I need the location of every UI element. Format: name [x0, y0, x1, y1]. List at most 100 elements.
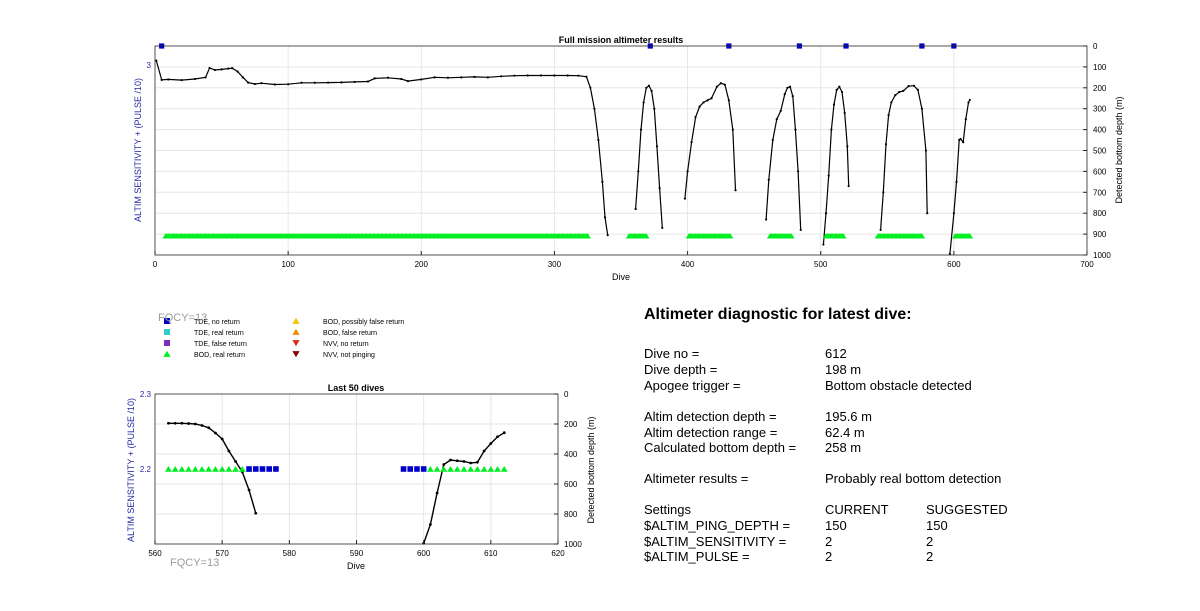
- x-tick-label: 560: [148, 549, 162, 558]
- depth-point: [180, 78, 183, 82]
- depth-point: [824, 212, 828, 215]
- depth-point: [924, 149, 927, 152]
- depth-point: [473, 75, 476, 79]
- depth-point: [220, 437, 224, 441]
- legend-label: BOD, possibly false return: [323, 319, 404, 326]
- depth-point: [247, 488, 251, 492]
- fqcy-label-bottom: FQCY=13: [170, 557, 220, 569]
- last-50-dives-chart: Last 50 dives 560 570 580 590 600 610 620 2.22…: [126, 383, 596, 571]
- bottom-chart-x-ticks: 560 570 580 590 600 610 620: [148, 540, 565, 558]
- diagnostic-suggested: 2: [926, 549, 934, 564]
- depth-point: [775, 118, 778, 121]
- depth-point: [236, 70, 239, 73]
- marker-bod-real-return: [460, 465, 468, 472]
- marker-bod-real-return: [238, 465, 246, 472]
- marker-bod-real-return: [467, 465, 475, 472]
- diagnostic-value: Bottom obstacle detected: [825, 378, 972, 393]
- diagnostic-suggested: 2: [926, 534, 934, 549]
- depth-point: [898, 90, 901, 94]
- depth-point: [715, 85, 718, 88]
- diagnostic-value: 2: [825, 549, 833, 564]
- depth-point: [482, 449, 486, 453]
- depth-point: [193, 77, 197, 81]
- bottom-chart-title: Last 50 dives: [328, 383, 385, 393]
- full-mission-chart: Full mission altimeter results 0 100 200 30…: [133, 35, 1124, 282]
- depth-point: [386, 76, 390, 79]
- depth-point: [634, 207, 637, 211]
- depth-point: [902, 89, 905, 93]
- depth-point: [846, 145, 849, 148]
- marker-bod-real-return: [225, 465, 233, 472]
- depth-point: [287, 83, 290, 86]
- depth-point: [500, 75, 503, 78]
- y-right-tick-label: 900: [1093, 230, 1107, 239]
- depth-point: [847, 184, 850, 188]
- diagnostic-row: [644, 394, 1184, 410]
- legend-marker: [164, 340, 170, 346]
- legend-label: NVV, no return: [323, 341, 369, 348]
- depth-point: [231, 67, 234, 70]
- y-right-tick-label: 200: [1093, 84, 1107, 93]
- marker-bod-real-return: [171, 465, 179, 472]
- diagnostic-row: Settings CURRENT SUGGESTED: [644, 502, 1184, 518]
- legend-marker: [292, 317, 300, 324]
- x-tick-label: 610: [484, 549, 498, 558]
- y-right-tick-label: 800: [564, 510, 578, 519]
- depth-point: [241, 76, 244, 79]
- depth-point: [727, 99, 730, 102]
- y-right-tick-label: 1000: [1093, 251, 1111, 260]
- legend-label: BOD, real return: [194, 352, 245, 359]
- diagnostic-label: Dive no =: [644, 346, 700, 361]
- depth-point: [603, 216, 607, 219]
- top-chart-ylabel-left: ALTIM SENSITIVITY + (PULSE /10): [133, 78, 143, 222]
- diagnostic-row: Altim detection range = 62.4 m: [644, 425, 1184, 441]
- marker-bod-real-return: [191, 465, 199, 472]
- depth-point: [948, 252, 951, 256]
- marker-legend: TDE, no return TDE, real return TDE, false…: [163, 317, 404, 359]
- x-tick-label: 600: [417, 549, 431, 558]
- depth-point: [719, 82, 722, 85]
- x-tick-label: 600: [947, 260, 961, 269]
- depth-line: [880, 85, 928, 230]
- top-chart-y-ticks-right: 0 100 200 300 400 500 600 700 800 900 1000: [1083, 42, 1111, 260]
- depth-point: [794, 128, 797, 131]
- bottom-chart-markers: [165, 465, 508, 472]
- diagnostic-label: Altimeter results =: [644, 471, 749, 486]
- top-chart-x-ticks: 0 100 200 300 400 500 600 700: [153, 251, 1094, 269]
- depth-point: [167, 78, 170, 81]
- marker-bod-real-return: [198, 465, 206, 472]
- marker-bod-real-return: [788, 233, 795, 239]
- depth-point: [340, 81, 343, 84]
- y-right-tick-label: 500: [1093, 147, 1107, 156]
- diagnostic-value: 198 m: [825, 362, 862, 377]
- depth-point: [400, 77, 403, 81]
- x-tick-label: 700: [1080, 260, 1094, 269]
- diagnostic-label: $ALTIM_SENSITIVITY =: [644, 534, 787, 549]
- marker-bod-real-return: [840, 233, 847, 239]
- y-right-tick-label: 100: [1093, 63, 1107, 72]
- depth-point: [540, 74, 543, 77]
- marker-bod-real-return: [205, 465, 213, 472]
- depth-line: [949, 99, 971, 255]
- depth-point: [420, 78, 423, 81]
- depth-point: [366, 80, 370, 83]
- depth-point: [227, 449, 231, 453]
- marker-bod-real-return: [232, 465, 239, 472]
- bottom-chart-ylabel-right: Detected bottom depth (m): [586, 416, 596, 523]
- depth-line: [765, 86, 802, 230]
- depth-point: [496, 435, 499, 439]
- diagnostic-value: 62.4 m: [825, 425, 865, 440]
- diagnostic-label: $ALTIM_PULSE =: [644, 549, 750, 564]
- diagnostic-suggested: 150: [926, 518, 948, 533]
- y-right-tick-label: 0: [1093, 42, 1098, 51]
- depth-point: [253, 82, 256, 86]
- y-right-tick-label: 1000: [564, 540, 582, 549]
- depth-point: [767, 178, 770, 181]
- bottom-chart-grid: [155, 394, 558, 544]
- depth-point: [879, 228, 882, 232]
- marker-tde-no-return: [273, 466, 279, 472]
- depth-point: [959, 137, 962, 141]
- depth-point: [907, 85, 910, 88]
- depth-point: [160, 78, 163, 81]
- marker-bod-real-return: [433, 465, 441, 472]
